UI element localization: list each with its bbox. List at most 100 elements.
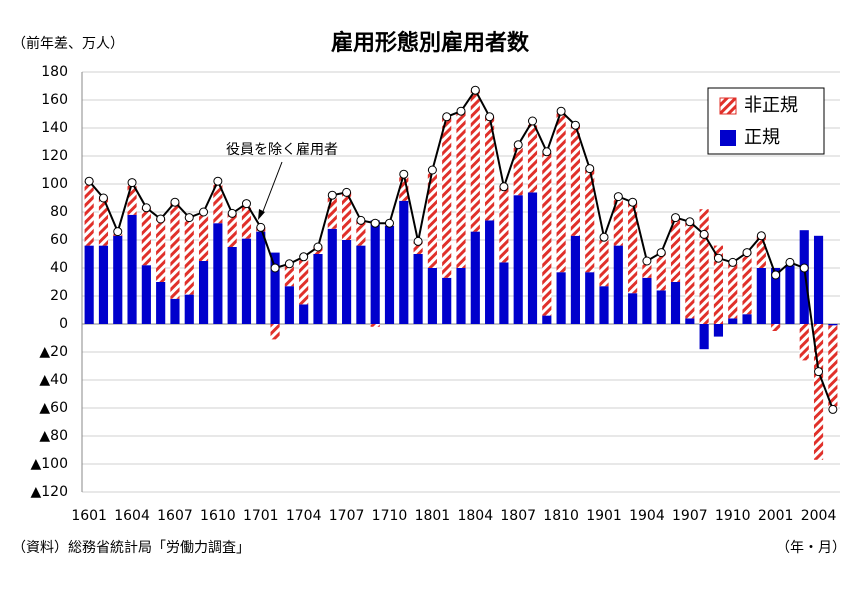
line-marker — [585, 164, 595, 174]
y-tick-label: ▲100 — [31, 456, 69, 472]
bar — [156, 282, 166, 324]
y-tick-label: ▲80 — [39, 428, 68, 444]
bar — [470, 231, 480, 324]
bar — [585, 168, 595, 273]
bar — [599, 237, 609, 287]
y-tick-label: ▲120 — [31, 484, 69, 500]
x-tick-label: 1904 — [629, 508, 665, 524]
line-marker — [556, 106, 566, 116]
bar — [813, 324, 824, 460]
line-marker — [141, 203, 151, 213]
y-tick-label: 100 — [41, 176, 68, 192]
x-tick-label: 1701 — [243, 508, 279, 524]
bar — [771, 268, 781, 324]
bar — [456, 111, 466, 268]
bar — [384, 226, 395, 324]
bar — [170, 202, 180, 299]
bar — [756, 268, 766, 324]
source: （資料）総務省統計局「労働力調査」 — [12, 540, 250, 556]
line-marker — [728, 257, 738, 267]
y-tick-label: 40 — [50, 260, 68, 276]
bar — [813, 235, 824, 324]
bar — [170, 298, 180, 324]
bar — [270, 252, 280, 324]
bar — [113, 235, 123, 324]
bar — [184, 294, 194, 324]
bar — [241, 238, 252, 324]
line-marker — [599, 232, 609, 242]
bar — [284, 263, 294, 287]
bar — [799, 324, 809, 361]
bar — [213, 223, 223, 324]
bar — [728, 318, 738, 324]
x-tick-label: 1901 — [586, 508, 622, 524]
line-marker — [413, 236, 423, 246]
bar — [513, 144, 523, 196]
y-tick-label: 20 — [50, 288, 68, 304]
bar — [513, 195, 523, 324]
line-marker — [84, 176, 94, 186]
bar — [399, 200, 409, 324]
line-marker — [270, 263, 280, 273]
line-marker — [199, 207, 209, 217]
legend-label: 正規 — [744, 127, 780, 148]
y-tick-label: 160 — [41, 92, 68, 108]
line-marker — [613, 192, 623, 202]
bar — [742, 252, 752, 315]
chart-title: 雇用形態別雇用者数 — [331, 30, 530, 56]
bar — [84, 245, 94, 324]
bar — [198, 212, 209, 261]
bar — [413, 254, 423, 324]
bar — [256, 231, 266, 324]
bar — [84, 181, 94, 246]
line-marker — [713, 253, 723, 263]
bar — [127, 182, 137, 215]
bar — [370, 324, 380, 327]
bar — [470, 90, 480, 232]
bar — [556, 111, 566, 273]
bar — [713, 245, 724, 324]
y-unit-label: （前年差、万人） — [12, 35, 124, 52]
bar — [499, 186, 509, 263]
bar — [599, 286, 609, 324]
line-marker — [342, 187, 352, 197]
line-marker — [528, 116, 538, 126]
bar — [699, 209, 709, 324]
legend-swatch — [720, 130, 736, 146]
bar — [685, 221, 695, 319]
x-tick-label: 1807 — [500, 508, 536, 524]
x-tick-label: 1601 — [71, 508, 107, 524]
line-marker — [656, 248, 666, 258]
x-tick-label: 1907 — [672, 508, 708, 524]
line-marker — [184, 213, 194, 223]
bar — [585, 272, 595, 324]
bar — [98, 245, 109, 324]
line-marker — [828, 404, 838, 414]
bar — [670, 282, 681, 324]
line-marker — [570, 120, 580, 130]
bar — [299, 304, 309, 324]
x-tick-label: 1801 — [415, 508, 451, 524]
bar — [327, 228, 337, 324]
bar — [356, 220, 366, 246]
bar — [141, 265, 151, 324]
line-marker — [628, 197, 638, 207]
line-marker — [156, 214, 166, 224]
line-marker — [213, 176, 223, 186]
line-marker — [284, 259, 294, 269]
bar — [127, 214, 137, 324]
line-marker — [113, 227, 123, 237]
line-marker — [399, 169, 409, 179]
bar — [141, 207, 151, 266]
y-tick-label: ▲60 — [39, 400, 68, 416]
bar — [399, 174, 409, 201]
bar — [728, 262, 738, 319]
line-marker — [742, 248, 752, 258]
bar — [499, 262, 509, 324]
bar — [485, 220, 495, 324]
line-marker — [170, 197, 180, 207]
bar — [742, 314, 752, 324]
line-marker — [313, 242, 323, 252]
line-marker — [470, 85, 480, 95]
